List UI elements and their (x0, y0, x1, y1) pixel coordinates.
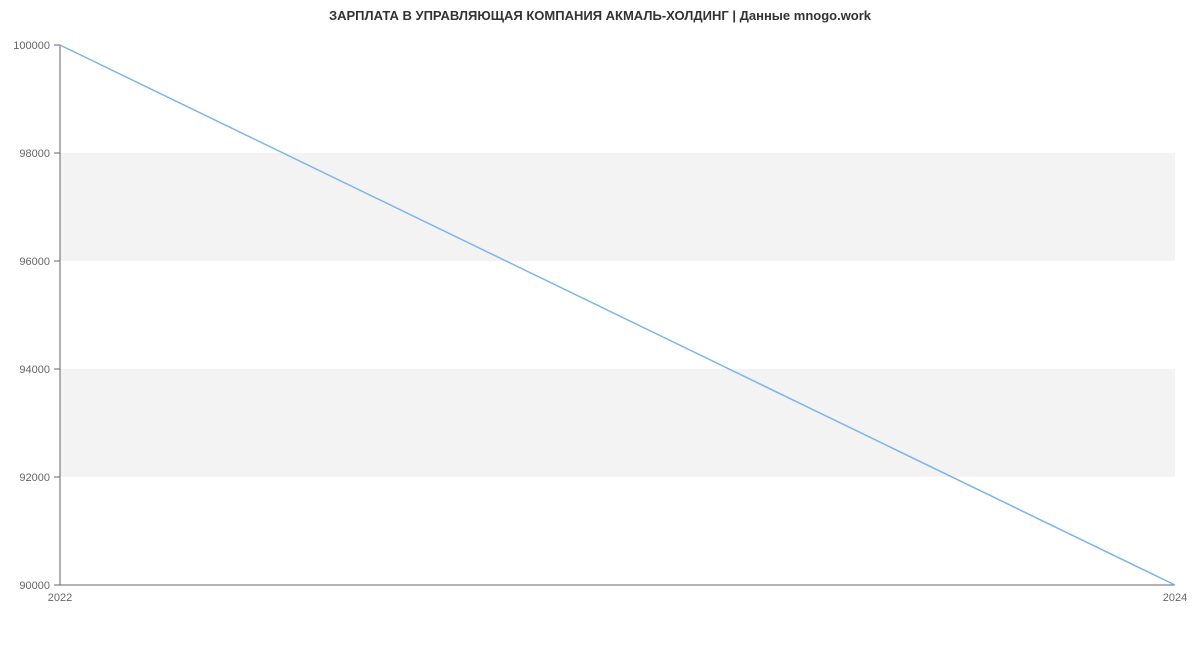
y-tick-label: 92000 (19, 472, 50, 484)
x-tick-label: 2022 (48, 592, 72, 604)
chart-title: ЗАРПЛАТА В УПРАВЛЯЮЩАЯ КОМПАНИЯ АКМАЛЬ-Х… (0, 8, 1200, 23)
y-tick-label: 96000 (19, 256, 50, 268)
x-tick-label: 2024 (1163, 592, 1187, 604)
y-tick-label: 98000 (19, 148, 50, 160)
plot-band (60, 369, 1175, 477)
plot-band (60, 153, 1175, 261)
y-tick-label: 100000 (13, 40, 50, 52)
chart-svg: 90000 92000 94000 96000 98000 100000 2022 2024 (0, 0, 1200, 650)
series-salary (60, 45, 1175, 585)
salary-line-chart: ЗАРПЛАТА В УПРАВЛЯЮЩАЯ КОМПАНИЯ АКМАЛЬ-Х… (0, 0, 1200, 650)
y-tick-label: 90000 (19, 580, 50, 592)
y-tick-label: 94000 (19, 364, 50, 376)
